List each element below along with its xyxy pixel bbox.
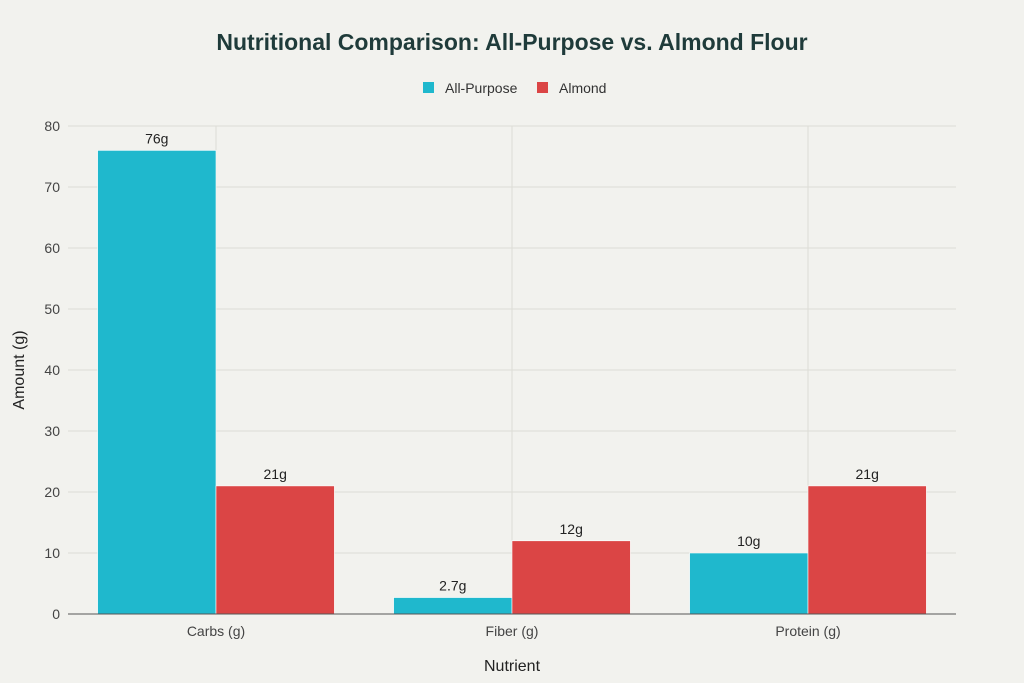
y-tick-label: 10 — [44, 545, 60, 561]
y-tick-label: 60 — [44, 240, 60, 256]
y-tick-label: 50 — [44, 301, 60, 317]
x-axis-title: Nutrient — [484, 658, 541, 675]
bar-almond-2 — [807, 485, 927, 615]
chart-title: Nutritional Comparison: All-Purpose vs. … — [216, 29, 807, 55]
data-label: 76g — [145, 130, 168, 146]
y-tick-label: 70 — [44, 179, 60, 195]
y-tick-label: 0 — [52, 606, 60, 622]
legend-swatch-all-purpose — [423, 82, 434, 93]
x-tick-label: Fiber (g) — [486, 623, 539, 639]
data-label: 10g — [737, 533, 760, 549]
y-tick-label: 30 — [44, 423, 60, 439]
y-tick-label: 80 — [44, 118, 60, 134]
bar-almond-0 — [215, 485, 335, 615]
x-tick-label: Protein (g) — [775, 623, 840, 639]
bar-all-purpose-1 — [393, 597, 513, 615]
data-label: 21g — [264, 466, 287, 482]
data-label: 2.7g — [439, 578, 466, 594]
data-label: 12g — [560, 521, 583, 537]
bar-almond-1 — [511, 540, 631, 615]
legend-label-all-purpose: All-Purpose — [445, 80, 518, 96]
bar-all-purpose-2 — [689, 552, 809, 615]
y-axis-ticks: 0 10 20 30 40 50 60 70 80 — [44, 118, 60, 622]
y-tick-label: 20 — [44, 484, 60, 500]
x-axis-ticks: Carbs (g) Fiber (g) Protein (g) — [187, 623, 841, 639]
y-tick-label: 40 — [44, 362, 60, 378]
data-label: 21g — [856, 466, 879, 482]
bar-all-purpose-0 — [97, 150, 217, 615]
y-axis-title: Amount (g) — [11, 330, 28, 409]
legend-swatch-almond — [537, 82, 548, 93]
bars — [97, 150, 927, 615]
data-labels: 76g 21g 2.7g 12g 10g 21g — [145, 130, 879, 593]
legend-label-almond: Almond — [559, 80, 606, 96]
x-tick-label: Carbs (g) — [187, 623, 245, 639]
legend: All-Purpose Almond — [423, 80, 606, 96]
